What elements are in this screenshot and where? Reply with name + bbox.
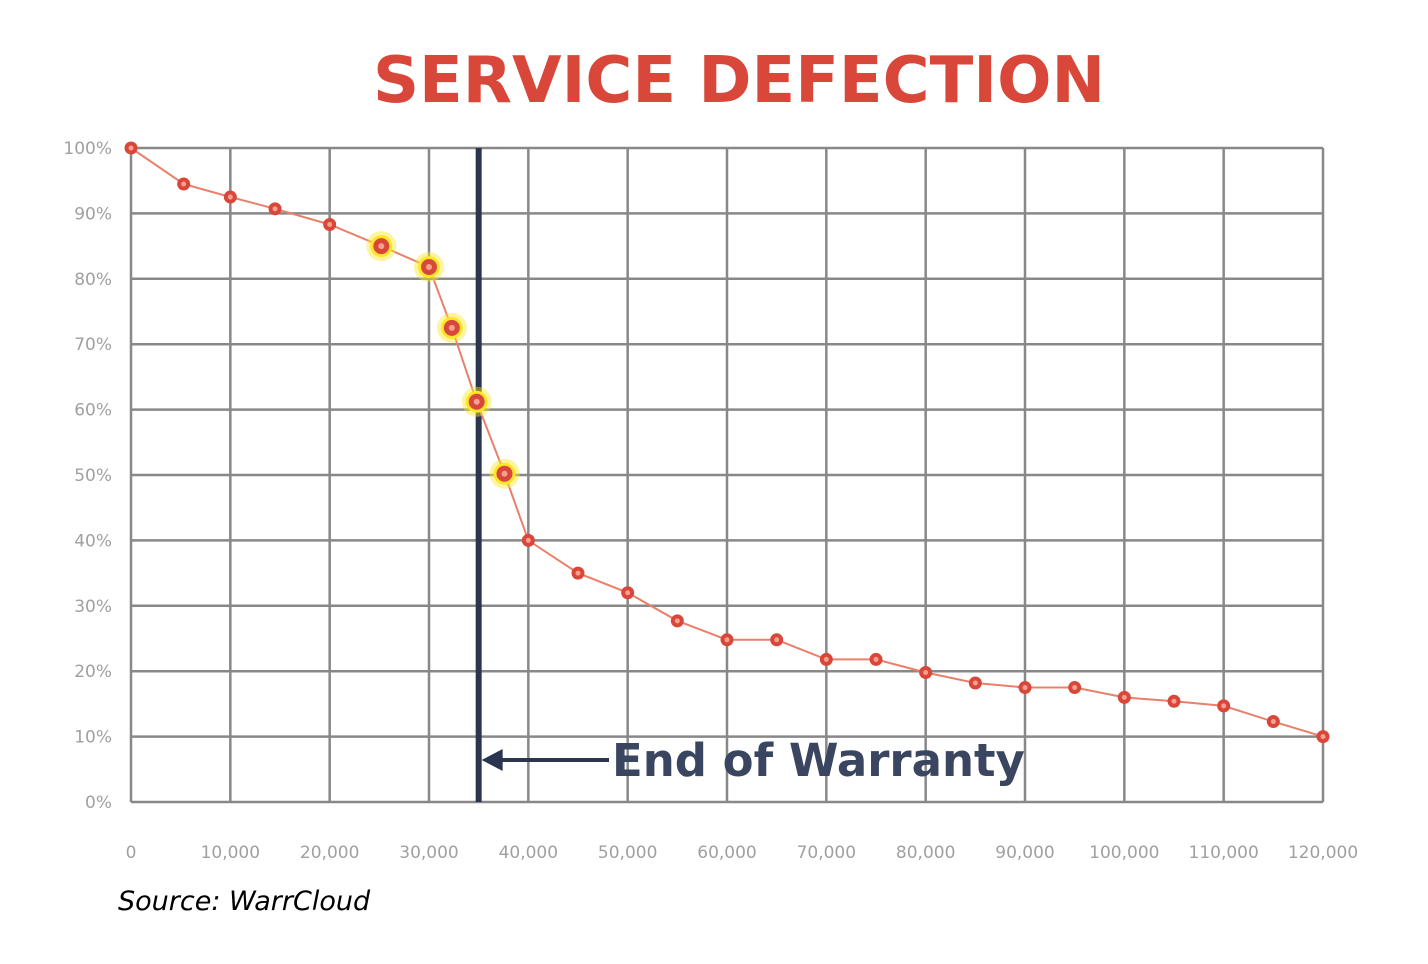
highlighted-data-point [489, 458, 520, 489]
warranty-annotation: End of Warranty [612, 734, 1025, 787]
x-tick-label: 0 [126, 843, 137, 863]
point-center [823, 656, 829, 662]
x-tick-label: 40,000 [499, 843, 558, 863]
x-tick-label: 100,000 [1089, 843, 1159, 863]
point-center [972, 680, 978, 686]
y-tick-label: 100% [63, 139, 112, 159]
data-point [770, 633, 784, 647]
point-center [378, 243, 385, 250]
highlighted-data-point [461, 386, 492, 417]
highlighted-data-point [436, 312, 467, 343]
source-caption: Source: WarrCloud [118, 886, 371, 917]
y-tick-label: 90% [74, 204, 112, 224]
data-point [968, 676, 982, 690]
y-tick-label: 70% [74, 335, 112, 355]
y-tick-label: 0% [85, 793, 112, 813]
point-center [327, 222, 333, 228]
data-point [1316, 730, 1330, 744]
end-of-warranty-label: End of Warranty [612, 734, 1025, 787]
point-center [774, 637, 780, 643]
point-center [1221, 703, 1227, 709]
y-tick-label: 80% [74, 270, 112, 290]
data-point [819, 652, 833, 666]
data-point [521, 533, 535, 547]
point-center [473, 398, 480, 405]
data-point [621, 586, 635, 600]
data-point [1018, 681, 1032, 695]
point-center [625, 590, 631, 596]
point-center [501, 470, 508, 477]
x-tick-label: 70,000 [797, 843, 856, 863]
data-point [670, 614, 684, 628]
point-center [873, 656, 879, 662]
point-center [525, 537, 531, 543]
data-point [1068, 681, 1082, 695]
y-tick-label: 60% [74, 401, 112, 421]
data-point [223, 190, 237, 204]
data-point [177, 177, 191, 191]
chart-title: SERVICE DEFECTION [373, 44, 1105, 118]
y-tick-label: 40% [74, 531, 112, 551]
point-center [724, 637, 730, 643]
point-center [1072, 685, 1078, 691]
point-center [674, 618, 680, 624]
point-center [128, 145, 134, 151]
x-tick-label: 50,000 [598, 843, 657, 863]
point-center [1022, 685, 1028, 691]
point-center [923, 670, 929, 676]
point-center [426, 264, 432, 271]
x-tick-label: 80,000 [896, 843, 955, 863]
data-point [919, 666, 933, 680]
point-center [1270, 719, 1276, 725]
point-center [1121, 694, 1127, 700]
warranty-marker [475, 148, 609, 802]
point-center [1320, 734, 1326, 740]
data-point [1266, 715, 1280, 729]
data-point [268, 202, 282, 216]
y-tick-label: 30% [74, 597, 112, 617]
warranty-arrow-head [481, 749, 503, 771]
x-tick-label: 10,000 [201, 843, 260, 863]
x-tick-label: 120,000 [1288, 843, 1358, 863]
chart-grid: 0 10,000 20,000 30,000 40,000 50,000 60,000 70,… [63, 139, 1358, 863]
point-center [448, 324, 455, 331]
data-point [323, 218, 337, 232]
chart-series [124, 141, 1330, 744]
x-tick-label: 30,000 [399, 843, 458, 863]
y-tick-label: 20% [74, 662, 112, 682]
x-tick-label: 110,000 [1189, 843, 1259, 863]
point-center [575, 570, 581, 576]
point-center [227, 194, 233, 200]
point-center [181, 181, 187, 187]
data-point [1167, 694, 1181, 708]
x-tick-label: 60,000 [697, 843, 756, 863]
data-point [1217, 699, 1231, 713]
y-tick-label: 50% [74, 466, 112, 486]
highlighted-data-point [414, 252, 444, 283]
highlighted-data-point [366, 231, 397, 262]
data-point [1117, 690, 1131, 704]
point-center [272, 206, 278, 212]
data-point [869, 652, 883, 666]
point-center [1171, 698, 1177, 704]
data-point [124, 141, 138, 155]
x-tick-label: 20,000 [300, 843, 359, 863]
data-point [720, 633, 734, 647]
data-point [571, 566, 585, 580]
y-tick-label: 10% [74, 728, 112, 748]
x-tick-label: 90,000 [995, 843, 1054, 863]
